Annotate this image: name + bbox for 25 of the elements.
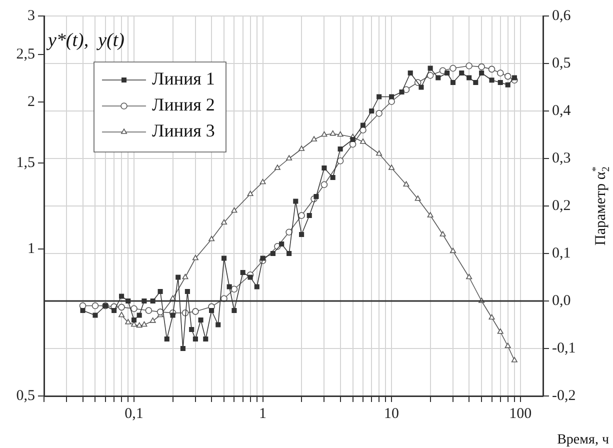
y2-axis-title: Параметр α2* bbox=[591, 166, 612, 246]
x-axis-title: Время, ч bbox=[557, 432, 609, 448]
y2-tick-label: 0,0 bbox=[552, 292, 571, 309]
legend-label: Линия 3 bbox=[152, 120, 215, 141]
y2-tick-label: 0,2 bbox=[552, 198, 571, 214]
y2-tick-label: -0,1 bbox=[552, 340, 576, 356]
y2-tick-label: 0,5 bbox=[552, 55, 571, 72]
y-tick-label: 1 bbox=[28, 240, 35, 257]
y2-tick-label: 0,4 bbox=[552, 102, 572, 119]
y-tick-label: 2,5 bbox=[16, 46, 35, 63]
legend-label: Линия 2 bbox=[152, 94, 215, 115]
y2-tick-label: 0,3 bbox=[552, 150, 571, 166]
y-tick-label: 2 bbox=[28, 94, 35, 110]
y-tick-label: 1,5 bbox=[16, 154, 35, 171]
y2-tick-label: 0,1 bbox=[552, 245, 571, 262]
x-tick-label: 100 bbox=[509, 406, 532, 422]
y2-tick-label: 0,6 bbox=[552, 8, 572, 24]
y2-tick-label: -0,2 bbox=[552, 388, 576, 404]
y-tick-label: 3 bbox=[28, 8, 35, 24]
x-tick-label: 10 bbox=[384, 406, 400, 422]
x-tick-label: 1 bbox=[259, 406, 267, 422]
y-axis-title: y*(t), y(t) bbox=[46, 30, 124, 51]
x-tick-label: 0,1 bbox=[124, 406, 144, 422]
legend-label: Линия 1 bbox=[152, 68, 215, 89]
y-tick-label: 0,5 bbox=[16, 388, 35, 404]
